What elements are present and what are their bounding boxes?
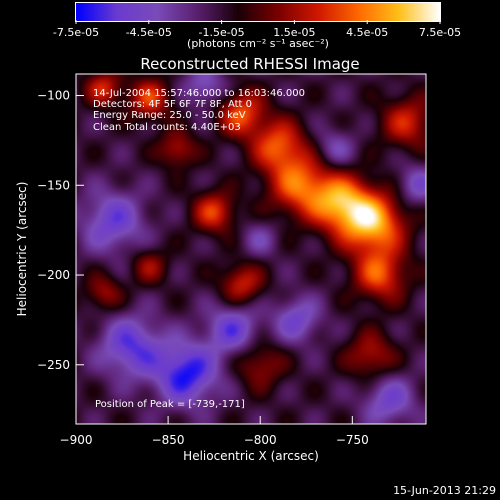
annotation-line: Clean Total counts: 4.40E+03 — [93, 122, 241, 133]
x-tick-label: −900 — [60, 433, 93, 447]
plot-frame — [75, 73, 427, 425]
x-tick-label: −850 — [152, 433, 185, 447]
peak-position-label: Position of Peak = [-739,-171] — [95, 399, 245, 410]
colorbar-unit-label: (photons cm⁻² s⁻¹ asec⁻²) — [187, 37, 329, 50]
colorbar-tick-label: -4.5e-05 — [126, 26, 172, 39]
colorbar-tick-label: 1.5e-05 — [273, 26, 315, 39]
x-tick-label: −800 — [244, 433, 277, 447]
colorbar-tick-label: 4.5e-05 — [346, 26, 388, 39]
annotation-line: 14-Jul-2004 15:57:46.000 to 16:03:46.000 — [93, 88, 305, 99]
x-tick-label: −750 — [336, 433, 369, 447]
y-tick-label: −250 — [37, 358, 70, 372]
x-axis-ticks: −900 −850 −800 −750 — [60, 416, 369, 447]
annotation-line: Energy Range: 25.0 - 50.0 keV — [93, 110, 246, 121]
y-tick-label: −100 — [37, 89, 70, 103]
footer-timestamp: 15-Jun-2013 21:29 — [393, 484, 496, 497]
x-axis-label: Heliocentric X (arcsec) — [183, 449, 319, 463]
annotation-line: Detectors: 4F 5F 6F 7F 8F, Att 0 — [93, 99, 252, 110]
y-tick-label: −150 — [37, 178, 70, 192]
colorbar-frame — [75, 2, 441, 22]
colorbar-tick-label: -1.5e-05 — [198, 26, 244, 39]
chart-title: Reconstructed RHESSI Image — [140, 55, 359, 73]
y-axis-ticks: −100 −150 −200 −250 — [37, 89, 84, 372]
y-tick-label: −200 — [37, 268, 70, 282]
colorbar-tick-label: 7.5e-05 — [419, 26, 461, 39]
colorbar-tick-label: -7.5e-05 — [53, 26, 99, 39]
colorbar — [76, 3, 440, 21]
y-axis-label: Heliocentric Y (arcsec) — [15, 182, 29, 317]
colorbar-ticks: -7.5e-05 -4.5e-05 -1.5e-05 1.5e-05 4.5e-05 7.… — [53, 20, 461, 39]
heatmap-image — [76, 74, 426, 424]
annotation-block: 14-Jul-2004 15:57:46.000 to 16:03:46.000… — [93, 88, 305, 133]
